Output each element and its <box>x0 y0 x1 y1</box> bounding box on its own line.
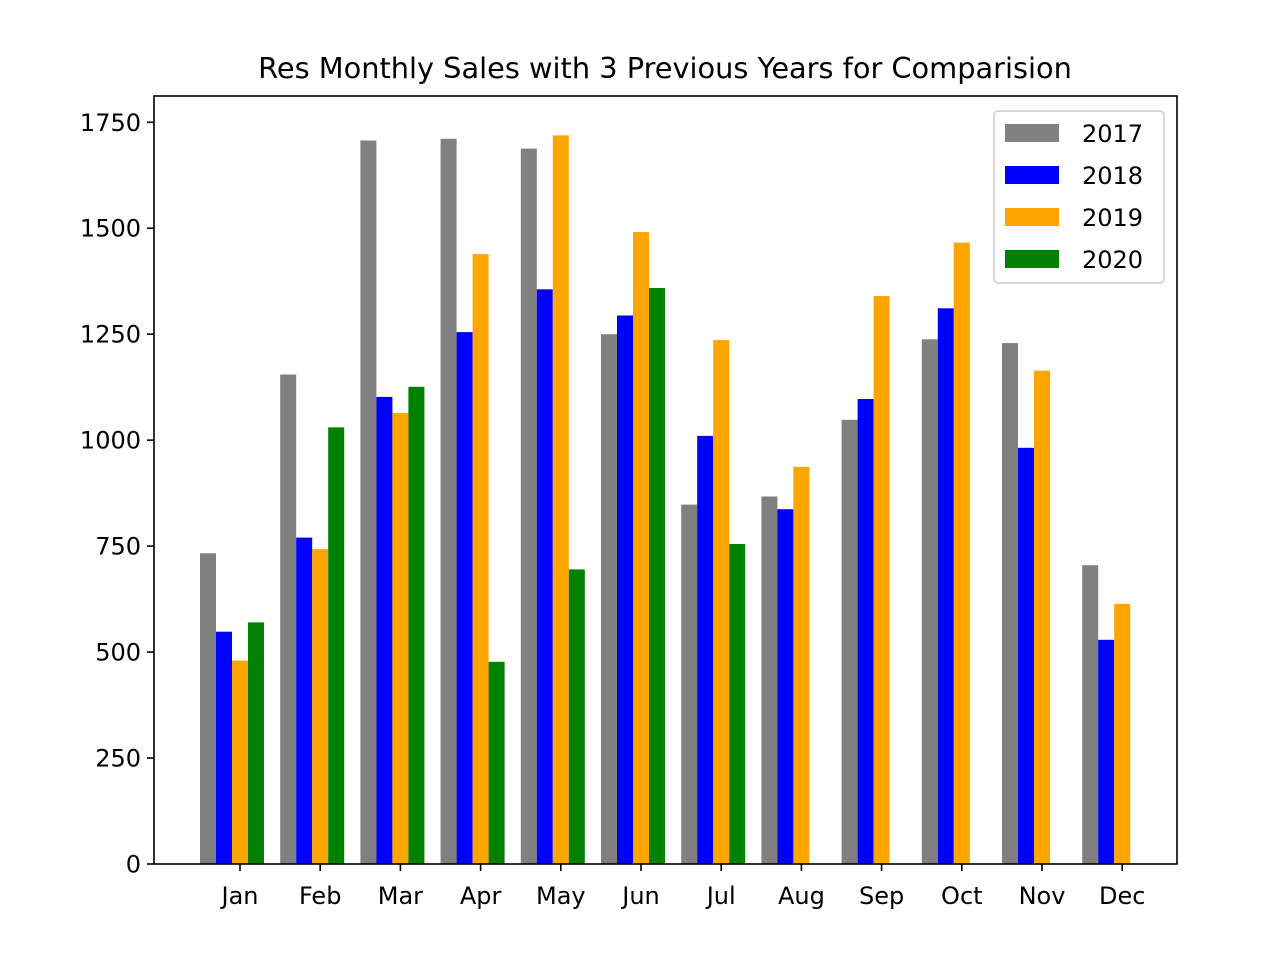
x-tick-label-nov: Nov <box>1019 882 1066 910</box>
bar-2020-jun <box>649 288 665 864</box>
bar-2019-aug <box>793 466 810 864</box>
y-tick-label: 0 <box>126 851 141 879</box>
bar-2019-dec <box>1114 603 1131 864</box>
bar-2017-jun <box>601 334 617 864</box>
legend-swatch-2019 <box>1005 208 1059 226</box>
bar-2018-jul <box>697 435 714 864</box>
bar-2018-nov <box>1018 447 1034 864</box>
x-tick-label-oct: Oct <box>941 882 983 910</box>
bar-2018-sep <box>857 399 874 864</box>
x-tick-label-apr: Apr <box>460 882 502 910</box>
bar-2017-aug <box>761 496 778 864</box>
bar-2019-sep <box>873 296 890 865</box>
bar-2018-oct <box>937 308 954 864</box>
y-tick-label: 750 <box>95 533 141 561</box>
x-tick-label-jun: Jun <box>620 882 660 910</box>
legend: 2017 2018 2019 2020 <box>993 110 1165 284</box>
chart-title: Res Monthly Sales with 3 Previous Years … <box>258 51 1072 85</box>
bar-2020-apr <box>488 661 505 864</box>
bar-2019-jul <box>713 340 730 865</box>
x-tick-label-may: May <box>536 882 586 910</box>
bar-2017-dec <box>1082 565 1099 864</box>
y-tick-label: 500 <box>95 639 141 667</box>
bar-2017-sep <box>841 419 858 864</box>
bar-2018-apr <box>456 332 473 865</box>
legend-label-2017: 2017 <box>1082 120 1143 148</box>
x-tick-label-mar: Mar <box>378 882 423 910</box>
bar-2018-feb <box>296 537 313 864</box>
bar-2019-oct <box>953 242 970 865</box>
x-tick-label-aug: Aug <box>778 882 825 910</box>
bar-2020-may <box>568 569 585 864</box>
legend-label-2020: 2020 <box>1082 246 1143 274</box>
bar-2018-dec <box>1098 639 1115 864</box>
legend-swatch-2017 <box>1005 124 1059 142</box>
bar-2020-jul <box>729 544 746 864</box>
legend-box <box>993 110 1165 284</box>
bar-2018-mar <box>376 396 393 864</box>
x-tick-label-sep: Sep <box>859 882 904 910</box>
bars-layer <box>200 135 1131 865</box>
y-tick-label: 1250 <box>80 321 141 349</box>
y-tick-label: 250 <box>95 745 141 773</box>
x-tick-label-jul: Jul <box>705 882 736 910</box>
bar-2019-nov <box>1034 370 1050 864</box>
bar-2020-jan <box>248 622 264 864</box>
legend-label-2018: 2018 <box>1082 162 1143 190</box>
bar-2017-oct <box>921 339 938 864</box>
plot-frame <box>153 95 1178 865</box>
legend-swatch-2018 <box>1005 166 1059 184</box>
bar-2018-aug <box>777 509 794 864</box>
bar-2020-mar <box>408 386 425 864</box>
bar-2020-feb <box>328 427 345 864</box>
bar-2017-jul <box>681 504 698 864</box>
legend-swatch-2020 <box>1005 250 1059 268</box>
axes-layer: 0 250 500 750 1000 1250 1500 1750 Jan Feb Mar Apr Ma… <box>80 95 1178 910</box>
bar-2018-may <box>536 289 553 864</box>
bar-2018-jun <box>617 315 633 864</box>
bar-2019-mar <box>392 413 409 864</box>
bar-2017-jan <box>200 553 216 864</box>
x-tick-label-jan: Jan <box>220 882 259 910</box>
bar-2019-jun <box>633 232 649 865</box>
x-tick-label-feb: Feb <box>299 882 342 910</box>
bar-2018-jan <box>216 631 232 864</box>
bar-2019-jan <box>232 660 248 864</box>
y-tick-label: 1500 <box>80 215 141 243</box>
bar-2017-nov <box>1002 343 1018 865</box>
bar-2017-mar <box>360 140 377 864</box>
y-tick-label: 1000 <box>80 427 141 455</box>
bar-2019-apr <box>472 254 489 865</box>
bar-2019-may <box>552 135 569 864</box>
legend-label-2019: 2019 <box>1082 204 1143 232</box>
bar-2017-may <box>520 148 537 865</box>
bar-2017-apr <box>440 138 457 865</box>
x-tick-label-dec: Dec <box>1099 882 1145 910</box>
bar-2019-feb <box>312 549 329 864</box>
y-tick-label: 1750 <box>80 109 141 137</box>
bar-2017-feb <box>280 374 297 864</box>
